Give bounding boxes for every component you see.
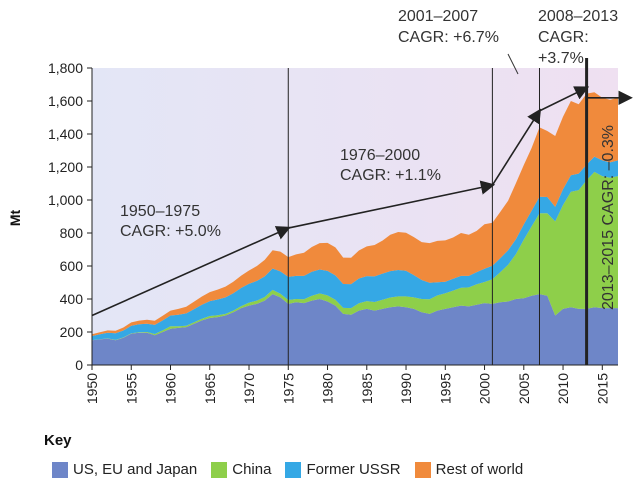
x-tick-label: 1995 (437, 373, 453, 404)
y-tick-label: 800 (60, 225, 84, 241)
area-layers (92, 92, 618, 365)
trend-segment (288, 180, 496, 229)
y-tick-label: 200 (60, 324, 84, 340)
legend-swatch-former-ussr (285, 461, 302, 478)
legend-label-china: China (232, 461, 272, 478)
x-tick-label: 1985 (359, 373, 375, 404)
x-tick-label: 1990 (398, 373, 414, 404)
key-title: Key (44, 432, 72, 449)
trend-segment (91, 226, 291, 317)
annotation-2001-2007-years: 2001–2007 (398, 8, 478, 25)
annotation-2001-2007-cagr: CAGR: +6.7% (398, 29, 499, 46)
annotation-2008-2013-cagr-value: +3.7% (538, 50, 584, 67)
annotation-1976-2000-cagr: CAGR: +1.1% (340, 167, 441, 184)
x-tick-label: 2010 (555, 373, 571, 404)
area-china (92, 171, 618, 341)
trend-segment (491, 108, 542, 186)
y-tick-label: 600 (60, 258, 84, 274)
x-tick-label: 2000 (477, 373, 493, 404)
legend-label-us-eu-japan: US, EU and Japan (73, 461, 198, 478)
x-tick-label: 1960 (163, 373, 179, 404)
legend-swatch-china (211, 461, 228, 478)
annotation-1950-1975-cagr: CAGR: +5.0% (120, 223, 221, 240)
legend-item-china: China (211, 461, 271, 478)
x-tick-label: 2015 (594, 373, 610, 404)
annotation-2013-2015-cagr: 2013–2015 CAGR: –0.3% (600, 125, 617, 310)
y-axis-label: Mt (7, 210, 23, 227)
y-tick-label: 1,400 (48, 126, 83, 142)
area-rest-of-world (92, 92, 618, 336)
period-divider-lines (287, 58, 589, 365)
area-us-eu-and-japan (92, 294, 618, 365)
axes: 0 200 400 600 800 1,000 1,200 1,400 1,600 1,800 19… (48, 60, 618, 404)
legend: US, EU and Japan China Former USSR Rest … (52, 461, 523, 478)
y-tick-label: 0 (75, 357, 83, 373)
annotation-2008-2013-years: 2008–2013 (538, 8, 618, 25)
annotation-2008-2013-cagr-label: CAGR: (538, 29, 589, 46)
y-tick-label: 1,800 (48, 60, 83, 76)
legend-swatch-us-eu-japan (52, 461, 68, 478)
area-former-ussr (92, 156, 618, 341)
legend-label-former-ussr: Former USSR (306, 461, 401, 478)
legend-item-us-eu-japan: US, EU and Japan (52, 461, 197, 478)
trend-segment (539, 86, 590, 112)
x-tick-label: 1955 (123, 373, 139, 404)
x-tick-label: 1950 (84, 373, 100, 404)
x-tick-label: 1970 (241, 373, 257, 404)
legend-item-rest-of-world: Rest of world (414, 461, 524, 478)
y-tick-label: 400 (60, 291, 84, 307)
x-tick-label: 1965 (202, 373, 218, 404)
x-tick-label: 1975 (280, 373, 296, 404)
chart: 0 200 400 600 800 1,000 1,200 1,400 1,600 1,800 19… (7, 8, 633, 404)
legend-item-former-ussr: Former USSR (285, 461, 401, 478)
annotation-1976-2000-years: 1976–2000 (340, 147, 420, 164)
legend-label-rest-of-world: Rest of world (435, 461, 524, 478)
y-tick-label: 1,200 (48, 159, 83, 175)
legend-swatch-rest-of-world (414, 461, 431, 478)
y-tick-label: 1,000 (48, 192, 83, 208)
x-tick-label: 2005 (516, 373, 532, 404)
annotation-1950-1975-years: 1950–1975 (120, 203, 200, 220)
annotation-2001-2007-pointer (507, 53, 519, 75)
trend-line (91, 86, 633, 317)
y-tick-label: 1,600 (48, 93, 83, 109)
x-tick-label: 1980 (320, 373, 336, 404)
